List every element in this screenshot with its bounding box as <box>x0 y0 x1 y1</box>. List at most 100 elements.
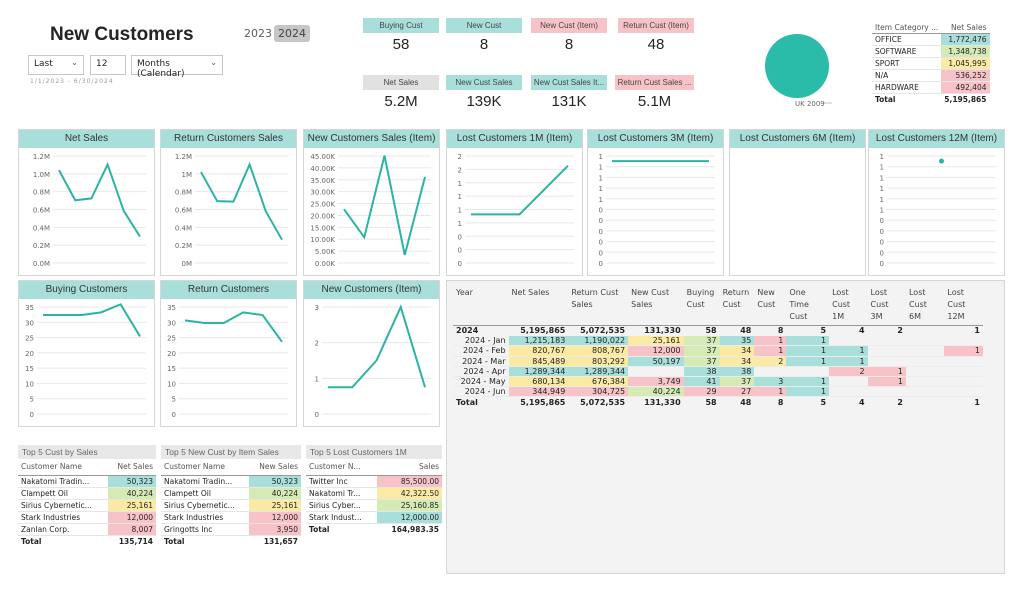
column-header[interactable]: Sales <box>377 461 442 476</box>
chart-plot[interactable]: 1.2M 1.0M 0.8M 0.6M 0.4M 0.2M 0.0M <box>19 148 154 275</box>
chart-return-customers[interactable]: Return Customers 35 30 25 20 15 10 5 0 <box>160 280 297 427</box>
series-line[interactable] <box>58 161 141 238</box>
series-line[interactable] <box>343 155 426 256</box>
table-row[interactable]: SOFTWARE 1,348,738 <box>872 45 990 58</box>
series-line[interactable] <box>43 303 141 337</box>
kpi-card-return-cust-sales: Return Cust Sales ... 5.1M <box>615 75 694 110</box>
relative-unit-dropdown[interactable]: Months (Calendar) ⌄ <box>131 55 223 79</box>
table-row[interactable]: Twitter Inc 85,500.00 <box>306 475 442 488</box>
matrix-cell <box>944 376 983 388</box>
table-row[interactable]: Nakatomi Tr... 42,322.50 <box>306 487 442 500</box>
chart-lost-customers-1m-item[interactable]: Lost Customers 1M (Item) 2 2 1 1 1 1 0 0 0 <box>446 129 583 276</box>
chart-new-customers-item[interactable]: New Customers (Item) 3 2 1 0 <box>303 280 440 427</box>
chart-plot[interactable]: 1 1 1 1 1 1 0 0 0 0 0 <box>869 148 1004 275</box>
chart-lost-customers-6m-item[interactable]: Lost Customers 6M (Item) <box>729 129 866 276</box>
chart-title: Net Sales <box>19 130 154 148</box>
matrix-month-row[interactable]: 2024 - May 680,134 676,384 3,749 41 37 3 1 1 <box>453 376 983 388</box>
table-row[interactable]: Stark Indust... 12,000.00 <box>306 511 442 524</box>
column-header-lost-cust-6m[interactable]: Lost Cust 6M <box>905 287 945 326</box>
table-row[interactable]: Sirius Cybernetic... 25,161 <box>18 499 156 512</box>
table-row[interactable]: OFFICE 1,772,476 <box>872 33 990 46</box>
matrix-cell: 2 <box>754 356 787 367</box>
y-tick-label: 15 <box>25 365 34 373</box>
table-row[interactable]: SPORT 1,045,995 <box>872 57 990 70</box>
matrix-cell: 5 <box>820 326 827 336</box>
column-header-new-cust[interactable]: New Cust <box>754 287 787 326</box>
table-row[interactable]: Nakatomi Tradin... 50,323 <box>18 475 156 488</box>
table-row[interactable]: Zanlan Corp. 8,007 <box>18 523 156 536</box>
column-header[interactable]: Net Sales <box>107 461 156 476</box>
matrix-month-row[interactable]: 2024 - Jun 344,949 304,725 40,224 29 27 1 1 <box>453 386 983 398</box>
table-row[interactable]: Nakatomi Tradin... 50,323 <box>161 475 301 488</box>
column-header[interactable]: Net Sales <box>941 22 990 34</box>
column-header-year[interactable]: Year <box>453 287 509 326</box>
column-header-net-sales[interactable]: Net Sales <box>508 287 569 326</box>
chart-lost-customers-3m-item[interactable]: Lost Customers 3M (Item) 1 1 1 1 1 0 0 0 0 0 0 <box>587 129 724 276</box>
table-row[interactable]: Stark Industries 12,000 <box>161 511 301 524</box>
matrix-month-row[interactable]: 2024 - Jan 1,215,183 1,190,022 25,161 37 35 1 1 <box>453 335 983 347</box>
chart-plot[interactable] <box>730 148 865 275</box>
y-tick-label: 0.2M <box>175 242 192 250</box>
table-row[interactable]: Clampett Oil 40,224 <box>18 487 156 500</box>
matrix-cell: 34 <box>719 345 755 357</box>
matrix-month-row[interactable]: 2024 - Mar 845,489 803,292 50,197 37 34 2 1 1 <box>453 356 983 367</box>
table-row[interactable]: Sirius Cybernetic... 25,161 <box>161 499 301 512</box>
year-slicer-2024[interactable]: 2024 <box>274 25 310 42</box>
matrix-month-row[interactable]: 2024 - Feb 820,767 808,767 12,000 37 34 1 1 1 1 <box>453 345 983 357</box>
column-header-one-time-cust[interactable]: One Time Cust <box>786 287 830 326</box>
chart-new-customers-sales-item[interactable]: New Customers Sales (Item) 45.00K 40.00K 35… <box>303 129 440 276</box>
table-row[interactable]: Clampett Oil 40,224 <box>161 487 301 500</box>
column-header[interactable]: New Sales <box>249 461 301 476</box>
chart-plot[interactable]: 1 1 1 1 1 0 0 0 0 0 0 <box>588 148 723 275</box>
column-header[interactable]: Customer Name <box>18 461 108 476</box>
pie-slice-uk-2009[interactable] <box>765 34 829 98</box>
y-tick-label: 5 <box>30 396 34 404</box>
column-header[interactable]: Customer Name <box>161 461 250 476</box>
table-row[interactable]: Gringotts Inc 3,950 <box>161 523 301 536</box>
column-header-lost-cust-3m[interactable]: Lost Cust 3M <box>867 287 906 326</box>
table-row[interactable]: HARDWARE 492,404 <box>872 81 990 94</box>
relative-mode-dropdown[interactable]: Last ⌄ <box>28 55 84 75</box>
column-header-return-cust-sales[interactable]: Return Cust Sales <box>568 287 629 326</box>
series-line[interactable] <box>471 165 569 216</box>
chart-plot[interactable]: 45.00K 40.00K 35.00K 30.00K 25.00K 20.00K 15.0… <box>304 148 439 275</box>
series-line[interactable] <box>328 304 426 389</box>
series-line[interactable] <box>200 161 283 241</box>
chart-plot[interactable]: 1.2M 1M 0.8M 0.6M 0.4M 0.2M 0M <box>161 148 296 275</box>
matrix-month-row[interactable]: 2024 - Apr 1,289,344 1,289,344 38 38 2 1 <box>453 366 983 377</box>
column-header[interactable]: Item Category ... <box>872 22 942 34</box>
column-header-lost-cust-12m[interactable]: Lost Cust 12M <box>944 287 983 326</box>
customer-sales: 25,160.85 <box>377 499 442 512</box>
chart-plot[interactable]: 35 30 25 20 15 10 5 0 <box>161 299 296 426</box>
matrix-header: Year Net Sales Return Cust Sales New Cust S… <box>453 287 983 326</box>
chart-buying-customers[interactable]: Buying Customers 35 30 25 20 15 10 5 0 <box>18 280 155 427</box>
chart-plot[interactable]: 3 2 1 0 <box>304 299 439 426</box>
relative-mode-value: Last <box>34 59 53 69</box>
matrix-cell <box>905 386 945 398</box>
column-header[interactable]: Customer N... <box>306 461 378 476</box>
relative-count-input[interactable]: 12 <box>90 55 126 75</box>
table-row[interactable]: Stark Industries 12,000 <box>18 511 156 524</box>
chart-plot[interactable]: 2 2 1 1 1 1 0 0 0 <box>447 148 582 275</box>
table-row[interactable]: N/A 536,252 <box>872 69 990 82</box>
chart-plot[interactable]: 35 30 25 20 15 10 5 0 <box>19 299 154 426</box>
matrix-cell <box>786 366 830 377</box>
column-header-buying-cust[interactable]: Buying Cust <box>683 287 720 326</box>
series-line[interactable] <box>184 311 283 343</box>
chart-return-customers-sales[interactable]: Return Customers Sales 1.2M 1M 0.8M 0.6M 0.4M… <box>160 129 297 276</box>
customer-name: Stark Industries <box>161 511 250 524</box>
kpi-label: New Cust (Item) <box>531 18 607 33</box>
pie-chart[interactable] <box>760 28 840 110</box>
kpi-label: New Cust Sales <box>446 75 522 90</box>
matrix-cell: 1,289,344 <box>568 366 629 377</box>
column-header-return-cust[interactable]: Return Cust <box>719 287 755 326</box>
column-header-new-cust-sales[interactable]: New Cust Sales <box>628 287 684 326</box>
chart-net-sales[interactable]: Net Sales 1.2M 1.0M 0.8M 0.6M 0.4M 0.2M 0.0M <box>18 129 155 276</box>
chart-lost-customers-12m-item[interactable]: Lost Customers 12M (Item) 1 1 1 1 1 1 0 0 0 0 0 <box>868 129 1005 276</box>
year-slicer-2023[interactable]: 2023 <box>244 27 272 40</box>
table-row[interactable]: Sirius Cyber... 25,160.85 <box>306 499 442 512</box>
y-tick-label: 0 <box>458 260 462 268</box>
data-point[interactable] <box>939 158 944 164</box>
column-header-lost-cust-1m[interactable]: Lost Cust 1M <box>829 287 868 326</box>
matrix-year-row[interactable]: 2024 5,195,865 5,072,535 131,330 58 48 8 5 4 2 1 <box>453 326 983 336</box>
